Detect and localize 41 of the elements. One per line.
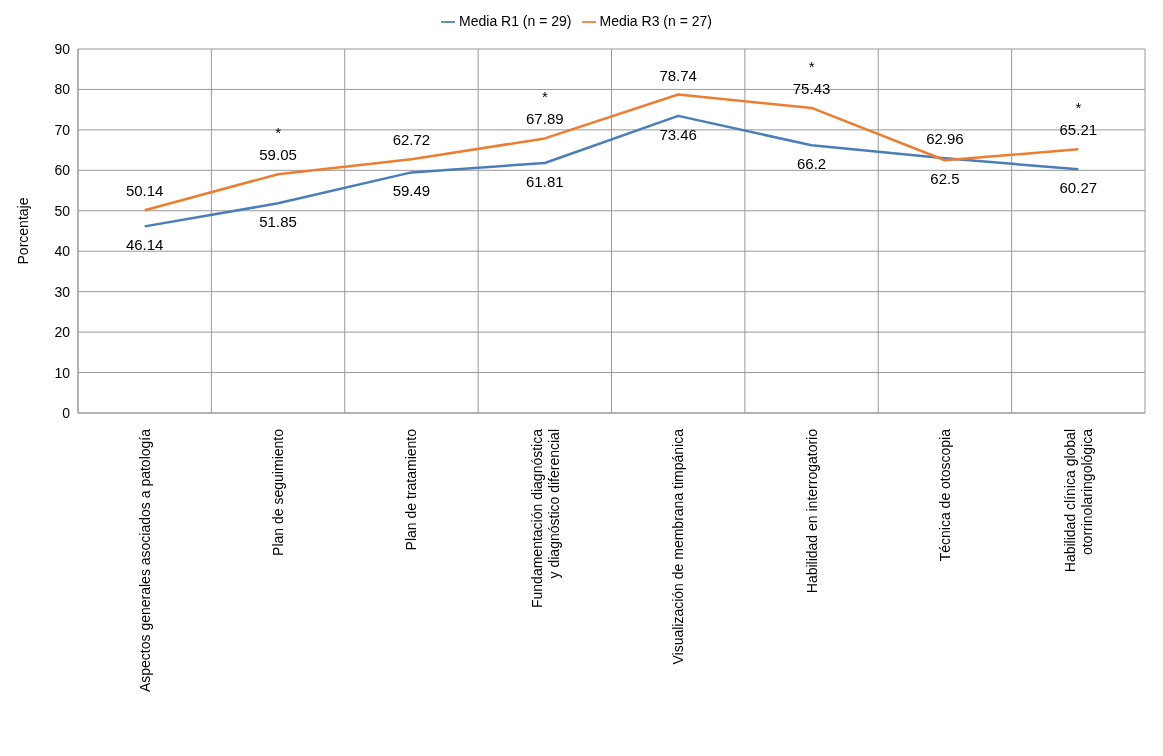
data-label: 59.05 — [259, 146, 297, 164]
data-label: 50.14 — [125, 182, 164, 200]
y-tick-label: 10 — [54, 364, 71, 381]
y-tick-label: 70 — [54, 121, 71, 138]
data-label: 75.43 — [792, 79, 831, 97]
annotation: * — [1075, 99, 1082, 117]
data-label: 67.89 — [526, 110, 564, 128]
x-tick-label: Aspectos generales asociados a patología — [136, 428, 153, 693]
y-tick-label: 50 — [54, 202, 71, 219]
data-label: 78.74 — [659, 66, 697, 84]
data-label: 73.46 — [659, 125, 697, 143]
y-tick-label: 60 — [54, 162, 71, 179]
y-axis-title: Porcentaje — [14, 197, 31, 265]
annotation: * — [275, 124, 282, 142]
x-tick-label: Visualización de membrana timpánica — [670, 428, 687, 665]
x-tick-label: Técnica de otoscopia — [936, 428, 953, 562]
data-label: 51.85 — [259, 213, 297, 231]
y-tick-label: 90 — [54, 40, 71, 57]
data-label: 46.14 — [125, 236, 164, 254]
annotation: * — [808, 57, 815, 75]
x-tick-label: Habilidad en interrogatorio — [803, 428, 820, 594]
y-tick-label: 20 — [54, 324, 71, 341]
data-label: 61.81 — [526, 173, 564, 191]
annotation: * — [541, 88, 548, 106]
data-label: 62.96 — [926, 130, 964, 148]
legend-label: Media R1 (n = 29) — [459, 13, 572, 29]
data-label: 62.72 — [392, 131, 431, 149]
y-tick-label: 80 — [54, 81, 71, 98]
x-tick-label: Habilidad clínica global otorrinolaringológica — [1062, 428, 1096, 573]
data-label: 59.49 — [392, 182, 431, 200]
data-label: 65.21 — [1059, 121, 1098, 139]
x-tick-label: Plan de seguimiento — [270, 428, 287, 556]
y-tick-label: 40 — [54, 243, 71, 260]
data-label: 62.5 — [930, 170, 960, 188]
x-tick-label: Plan de tratamiento — [403, 428, 420, 551]
y-tick-label: 30 — [54, 283, 71, 300]
data-label: 66.2 — [796, 155, 827, 173]
y-tick-label: 0 — [62, 404, 71, 421]
data-label: 60.27 — [1059, 179, 1098, 197]
x-tick-label: Fundamentación diagnóstica y diagnóstico diferencial — [528, 428, 562, 609]
legend-label: Media R3 (n = 27) — [599, 13, 712, 29]
